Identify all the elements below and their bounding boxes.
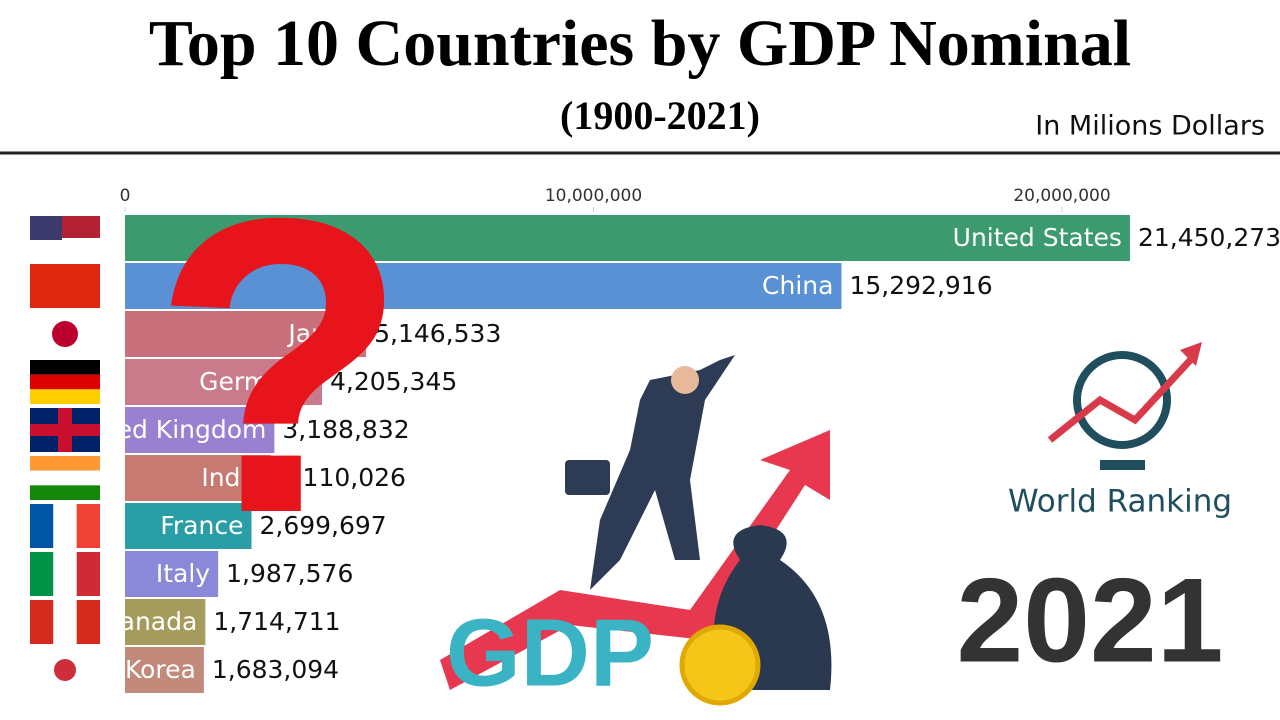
bar [125, 551, 219, 597]
value-label: 2,699,697 [259, 511, 386, 540]
flag-stripe [30, 264, 100, 308]
bar [125, 647, 204, 693]
value-label: 3,188,832 [282, 415, 409, 444]
bar [125, 503, 252, 549]
flag-stripe [30, 504, 54, 548]
question-mark: ? [152, 132, 409, 601]
chart-title: Top 10 Countries by GDP Nominal [149, 7, 1131, 80]
bars-clip: United States China Japan Germany United Kin… [44, 215, 1130, 693]
year-label: 2021 [957, 554, 1224, 688]
logo-text: World Ranking [1008, 484, 1232, 520]
bar-category-label: Japan [286, 319, 358, 348]
flag-cross [30, 424, 100, 436]
bar [125, 407, 275, 453]
flag-stripe [30, 456, 100, 471]
x-tick-label: 10,000,000 [545, 186, 642, 206]
flag-emblem [54, 659, 76, 681]
bar [125, 455, 271, 501]
flag-stripe [76, 552, 100, 596]
value-label: 3,110,026 [279, 463, 406, 492]
bar-category-label: India [201, 463, 262, 492]
flag-stripe [53, 504, 77, 548]
gdp-text: GDP [446, 599, 654, 706]
flag-stripe [30, 360, 100, 375]
bar-category-label: Canada [102, 607, 197, 636]
bar-category-label: United States [953, 223, 1122, 252]
value-label: 4,205,345 [330, 367, 457, 396]
chart-subtitle: (1900-2021) [560, 93, 760, 138]
value-label: 15,292,916 [849, 271, 992, 300]
value-label: 1,987,576 [226, 559, 353, 588]
bar [125, 359, 323, 405]
gdp-illustration: GDP [440, 355, 832, 706]
flag-emblem [52, 321, 78, 347]
flags [30, 216, 100, 692]
plot-area: United States China Japan Germany United Kin… [44, 207, 1280, 693]
bar-category-label: South Korea [44, 655, 195, 684]
x-tick-label: 0 [120, 186, 131, 206]
bar-category-label: Italy [156, 559, 210, 588]
bar-category-label: China [762, 271, 833, 300]
bar [125, 215, 1130, 261]
value-label: 21,450,273 [1138, 223, 1280, 252]
bar-category-label: France [160, 511, 243, 540]
flag-stripe [30, 389, 100, 404]
bar [125, 599, 206, 645]
flag-stripe [30, 238, 100, 260]
flag-stripe [30, 374, 100, 390]
flag-stripe [30, 470, 100, 486]
x-tick-label: 20,000,000 [1013, 186, 1110, 206]
bar-category-label: United Kingdom [66, 415, 267, 444]
flag-stripe [53, 552, 77, 596]
value-label: 1,714,711 [213, 607, 340, 636]
flag-stripe [30, 485, 100, 500]
flag-canton [30, 216, 62, 240]
bar [125, 311, 367, 357]
unit-label: In Milions Dollars [1035, 111, 1265, 142]
world-ranking-logo: World Ranking [1008, 342, 1232, 520]
bar [125, 263, 842, 309]
value-label: 5,146,533 [374, 319, 501, 348]
value-label: 1,683,094 [212, 655, 339, 684]
flag-stripe [76, 600, 100, 644]
flag-stripe [30, 552, 54, 596]
flag-stripe [30, 600, 54, 644]
bar-category-label: Germany [199, 367, 314, 396]
flag-stripe [53, 600, 77, 644]
flag-stripe [76, 504, 100, 548]
